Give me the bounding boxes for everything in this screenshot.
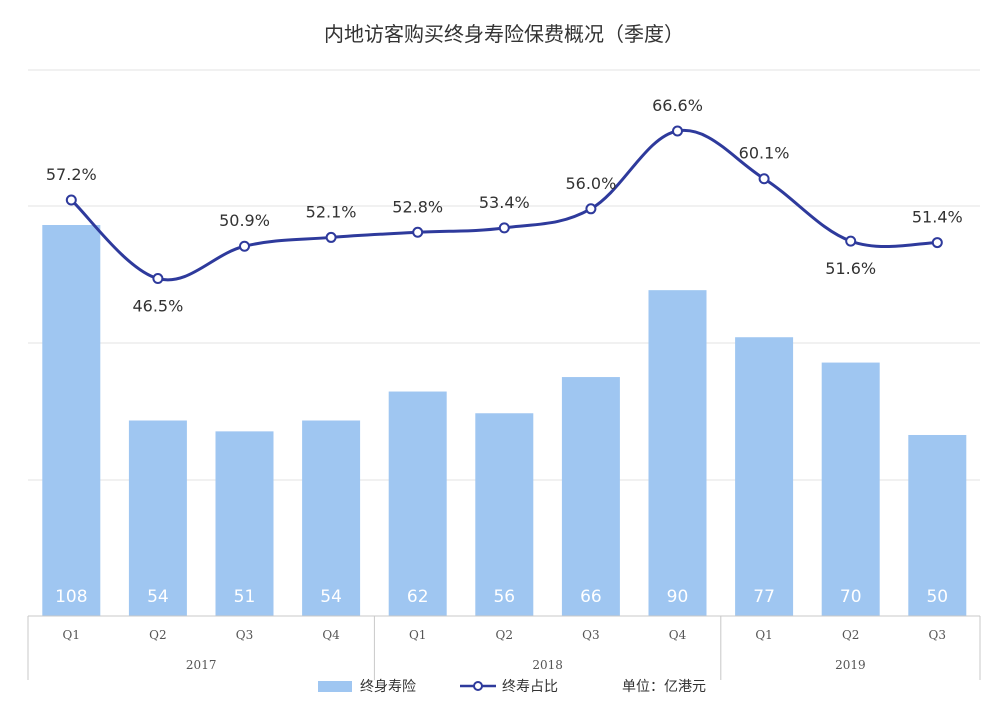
unit-note: 单位：亿港元 [622,679,706,695]
line-value-label: 57.2% [46,165,97,184]
bar [648,290,707,616]
line-point [931,237,943,249]
x-axis-tick-label: Q3 [929,628,946,642]
line-value-label: 50.9% [219,211,270,230]
bar [302,420,361,616]
bar-value-label: 50 [926,587,948,607]
line-series: 57.2% 46.5% 50.9% 52.1% 52.8% 53.4% 56.0% 66.6%… [46,96,963,316]
line-point [585,203,597,215]
line-point [239,240,250,252]
bar-value-label: 66 [580,587,602,607]
bar [128,420,187,616]
legend-item-line: 终寿占比 [460,676,558,696]
line-point [672,125,683,137]
legend-item-bar: 终身寿险 [318,676,416,696]
legend-line-label: 终寿占比 [502,679,558,695]
bar-value-label: 62 [407,587,429,607]
line-point [152,273,164,285]
bar [908,434,967,616]
chart-title: 内地访客购买终身寿险保费概况（季度） [324,22,684,46]
x-axis: 2017 2018 2019 Q1 Q2 Q3 Q4 Q1 Q2 Q3 Q4 Q1 Q2 Q3 [27,615,981,680]
bar-value-label: 70 [840,587,862,607]
bar [561,377,620,616]
line-value-label: 51.6% [825,259,876,278]
bar-value-label: 51 [234,587,256,607]
line-point [758,173,770,185]
x-axis-tick-label: Q3 [236,628,253,642]
line-value-label: 53.4% [479,193,530,212]
line-value-label: 51.4% [912,208,963,227]
legend-bar-label: 终身寿险 [360,679,416,695]
bar-value-label: 77 [753,587,775,607]
x-axis-tick-label: Q1 [409,628,426,642]
x-axis-tick-label: Q2 [496,628,513,642]
bar [735,337,794,616]
bar-series: 108 54 51 54 62 56 66 90 77 70 50 [42,225,967,616]
x-axis-tick-label: Q3 [582,628,599,642]
x-axis-year-label: 2019 [835,658,866,672]
line-value-label: 46.5% [132,297,183,316]
x-axis-tick-label: Q4 [669,628,687,642]
x-axis-tick-label: Q4 [322,628,340,642]
x-axis-tick-label: Q2 [842,628,859,642]
x-axis-tick-label: Q2 [149,628,166,642]
bar-value-label: 54 [320,587,342,607]
legend-bar-swatch [318,680,352,692]
bar [821,362,880,616]
line-value-label: 52.1% [306,202,357,221]
line-point [845,235,857,247]
line-value-label: 56.0% [565,174,616,193]
bar-value-label: 54 [147,587,169,607]
legend-line-swatch [460,681,496,691]
x-axis-tick-label: Q1 [63,628,80,642]
bar [215,431,274,616]
bar-value-label: 56 [493,587,515,607]
x-axis-year-label: 2017 [186,658,217,672]
bar-value-label: 90 [667,587,689,607]
x-axis-tick-label: Q1 [755,628,772,642]
line-point [65,194,77,206]
line-value-label: 60.1% [739,144,790,163]
bar [388,391,447,616]
bar [475,413,534,616]
line-value-label: 66.6% [652,96,703,115]
bar [42,225,101,616]
line-point [325,231,337,243]
bar-value-label: 108 [55,587,87,607]
line-value-label: 52.8% [392,197,443,216]
line-point [412,226,424,238]
line-point [498,222,510,234]
x-axis-year-label: 2018 [532,658,563,672]
